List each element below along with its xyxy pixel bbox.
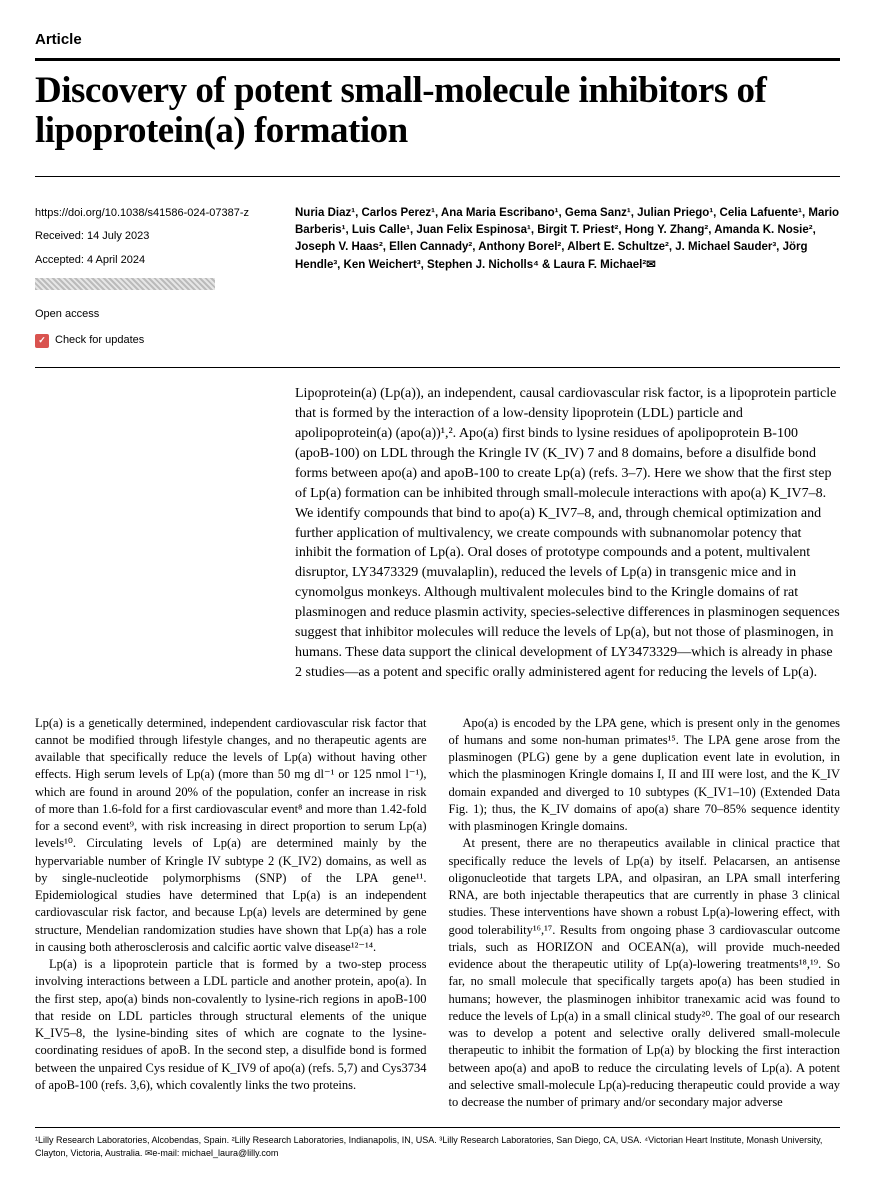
body-text: Lp(a) is a genetically determined, indep… — [35, 715, 840, 1112]
abstract-row: Lipoprotein(a) (Lp(a)), an independent, … — [35, 384, 840, 704]
authors-list: Nuria Diaz¹, Carlos Perez¹, Ana Maria Es… — [295, 205, 840, 356]
article-title: Discovery of potent small-molecule inhib… — [35, 71, 840, 177]
doi-link[interactable]: https://doi.org/10.1038/s41586-024-07387… — [35, 205, 275, 223]
accepted-date: Accepted: 4 April 2024 — [35, 252, 275, 270]
body-paragraph: Lp(a) is a genetically determined, indep… — [35, 715, 427, 957]
body-paragraph: At present, there are no therapeutics av… — [449, 835, 841, 1111]
meta-left-column: https://doi.org/10.1038/s41586-024-07387… — [35, 205, 275, 356]
body-paragraph: Apo(a) is encoded by the LPA gene, which… — [449, 715, 841, 836]
redacted-line — [35, 276, 275, 301]
metadata-row: https://doi.org/10.1038/s41586-024-07387… — [35, 205, 840, 369]
received-date: Received: 14 July 2023 — [35, 228, 275, 246]
body-paragraph: Lp(a) is a lipoprotein particle that is … — [35, 956, 427, 1094]
article-type-label: Article — [35, 30, 840, 61]
open-access-label: Open access — [35, 306, 275, 324]
check-updates-text: Check for updates — [55, 332, 144, 350]
check-updates-button[interactable]: ✓ Check for updates — [35, 332, 275, 350]
abstract-text: Lipoprotein(a) (Lp(a)), an independent, … — [295, 384, 840, 682]
check-updates-icon: ✓ — [35, 334, 49, 348]
affiliations-footer: ¹Lilly Research Laboratories, Alcobendas… — [35, 1127, 840, 1159]
